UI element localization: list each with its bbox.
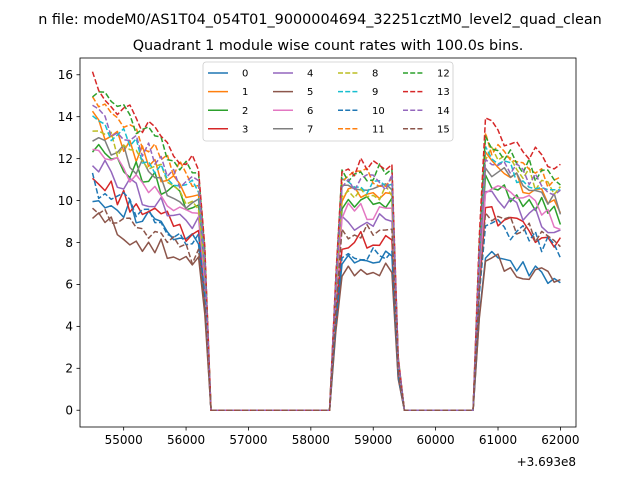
legend-label-8: 8 <box>372 69 378 80</box>
legend-label-15: 15 <box>437 124 450 135</box>
series-line-7 <box>92 136 562 411</box>
series-line-6 <box>92 148 561 411</box>
legend-label-13: 13 <box>437 87 450 98</box>
legend-label-9: 9 <box>372 87 378 98</box>
x-tick-label: 60000 <box>417 433 455 447</box>
y-tick-label: 12 <box>58 152 73 166</box>
series-line-13 <box>91 71 561 411</box>
legend-label-7: 7 <box>307 124 313 135</box>
x-tick-label: 61000 <box>479 433 517 447</box>
series-line-10 <box>91 172 562 411</box>
x-tick-label: 59000 <box>354 433 392 447</box>
series-line-15 <box>92 207 561 411</box>
y-tick-label: 4 <box>65 320 73 334</box>
y-tick-label: 10 <box>58 194 73 208</box>
y-tick-label: 6 <box>65 278 73 292</box>
series-line-5 <box>92 212 561 411</box>
y-tick-label: 0 <box>65 404 73 418</box>
legend-label-3: 3 <box>242 124 248 135</box>
series-layer <box>91 71 562 411</box>
x-tick-label: 62000 <box>541 433 579 447</box>
y-tick-label: 16 <box>58 68 73 82</box>
x-tick-label: 57000 <box>229 433 267 447</box>
series-line-3 <box>91 177 562 411</box>
y-tick-label: 2 <box>65 362 73 376</box>
axes: 55000 56000 57000 58000 59000 60000 61000 62000… <box>58 68 580 447</box>
plot-frame <box>79 57 577 428</box>
figure-suptitle: n file: modeM0/AS1T04_054T01_9000004694_… <box>38 12 602 28</box>
series-line-0 <box>92 198 561 411</box>
legend-label-14: 14 <box>437 106 450 117</box>
x-tick-label: 56000 <box>167 433 205 447</box>
legend-label-2: 2 <box>242 106 248 117</box>
series-line-8 <box>92 130 561 411</box>
legend-label-4: 4 <box>307 69 313 80</box>
legend-label-12: 12 <box>437 69 450 80</box>
legend-label-1: 1 <box>242 87 248 98</box>
y-tick-label: 8 <box>65 236 73 250</box>
x-tick-label: 58000 <box>292 433 330 447</box>
legend-label-10: 10 <box>372 106 385 117</box>
legend-box <box>202 61 454 142</box>
chart-title: Quadrant 1 module wise count rates with … <box>133 38 524 54</box>
legend-label-11: 11 <box>372 124 385 135</box>
series-line-9 <box>92 115 561 411</box>
x-offset-label: +3.693e8 <box>517 455 576 469</box>
legend-label-6: 6 <box>307 106 313 117</box>
y-tick-label: 14 <box>58 110 73 124</box>
x-tick-label: 55000 <box>105 433 143 447</box>
legend-label-0: 0 <box>242 69 248 80</box>
legend-label-5: 5 <box>307 87 313 98</box>
